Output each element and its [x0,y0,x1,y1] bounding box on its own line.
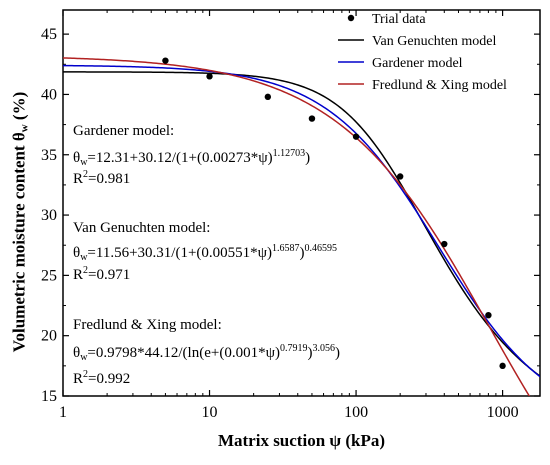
legend-label-gd: Gardener model [372,56,463,71]
legend-marker-trial [347,14,355,22]
x-axis-label-text: Matrix suction [217,431,326,450]
annotation-gardener-equation: θw=12.31+30.12/(1+(0.00273*ψ)1.12703) [73,148,311,168]
x-axis-label-unit: (kPa) [345,431,386,450]
trial-data-point [206,73,213,80]
y-tick-label: 35 [41,147,57,164]
trial-data-point [308,115,316,122]
x-tick-label: 1000 [487,404,519,421]
annotation-fx-r2: R2=0.992 [73,369,131,387]
trial-data-point [499,362,506,370]
series-line-vg [63,71,540,377]
trial-data-point [352,133,360,140]
annotation-gardener-title: Gardener model: [73,123,175,139]
model-curves [63,57,540,396]
x-tick-label: 10 [202,404,218,421]
y-tick-label: 20 [41,328,57,345]
x-tick-label: 1 [59,404,67,421]
legend-label-vg: Van Genuchten model [372,34,497,49]
x-axis-label-symbol: ψ [329,431,342,450]
annotation-fx-title: Fredlund & Xing model: [73,317,222,333]
y-axis-label-symbol: θw [9,124,31,142]
trial-data-point [264,93,272,101]
legend-label-trial: Trial data [372,12,426,27]
trial-data-point [396,173,404,180]
y-axis-label-unit: (%) [9,91,29,121]
annotation-gardener-r2: R2=0.981 [73,169,131,187]
y-tick-label: 25 [41,267,57,284]
trial-data-point [162,57,169,64]
trial-data-point [485,311,492,319]
plot-frame [62,9,541,397]
y-tick-label: 45 [41,26,57,43]
x-tick-label: 100 [344,404,368,421]
y-tick-label: 15 [41,388,57,405]
series-line-gd [63,64,540,378]
y-axis-label: Volumetric moisture content θw (%) [6,0,34,465]
annotation-fx-equation: θw=0.9798*44.12/(ln(e+(0.001*ψ)0.7919)3.… [73,343,340,363]
annotation-vg-r2: R2=0.971 [73,265,131,283]
legend-label-fx: Fredlund & Xing model [372,78,507,93]
annotation-vg-equation: θw=11.56+30.31/(1+(0.00551*ψ)1.6587)0.46… [73,243,338,263]
annotation-vg-title: Van Genuchten model: [73,220,211,236]
series-line-fx [63,57,531,396]
y-tick-label: 40 [41,86,57,103]
y-axis-label-text: Volumetric moisture content [9,145,29,353]
x-axis-label: Matrix suction ψ (kPa) [63,431,540,451]
y-tick-label: 30 [41,207,57,224]
trial-data-point [441,240,448,248]
